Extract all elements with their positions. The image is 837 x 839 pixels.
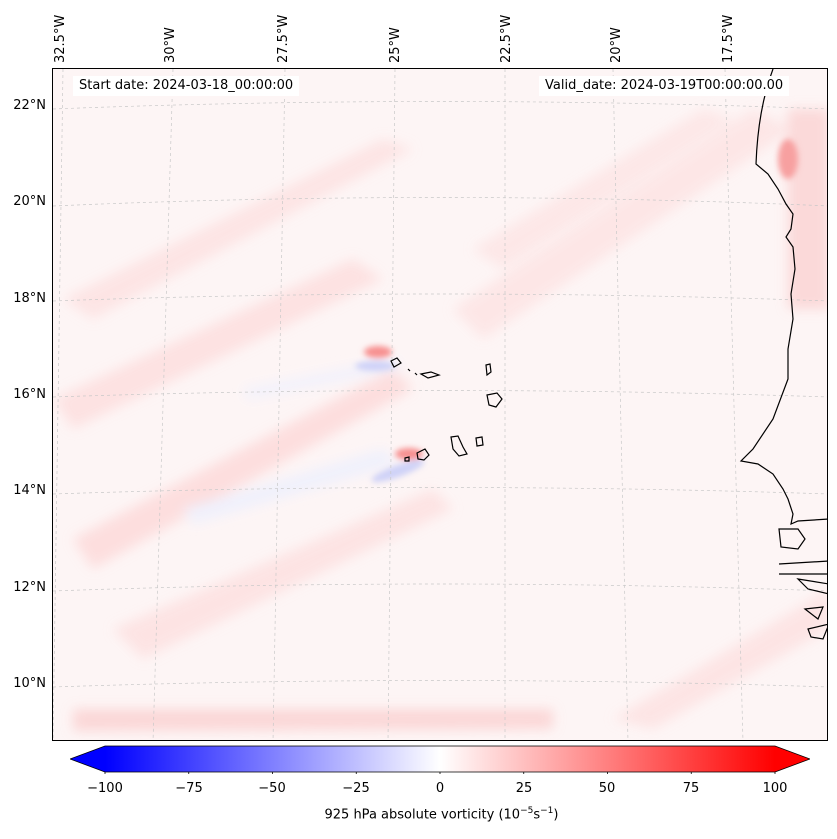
lon-label-32-5w: 32.5°W	[53, 14, 68, 63]
colorbar-high-extend	[775, 746, 810, 772]
lon-label-17-5w: 17.5°W	[721, 14, 736, 63]
colorbar-tick-label: −25	[342, 781, 370, 796]
lat-label-16n: 16°N	[13, 387, 46, 402]
island-santa-luzia	[414, 372, 418, 376]
colorbar-tick-label: 50	[598, 781, 616, 796]
island-boa-vista	[486, 392, 503, 408]
colorbar-title: 925 hPa absolute vorticity (10−5s−1)	[324, 806, 559, 823]
vorticity-shading	[53, 109, 827, 731]
lat-label-10n: 10°N	[13, 676, 46, 691]
vorticity-hotspots	[355, 139, 798, 483]
start-date-label: Start date: 2024-03-18_00:00:00	[73, 76, 300, 96]
island-sao-nicolau	[419, 371, 441, 379]
lat-label-18n: 18°N	[13, 291, 46, 306]
island-maio	[475, 436, 484, 447]
colorbar-low-extend	[70, 746, 105, 772]
island-fogo	[416, 448, 430, 461]
lon-label-30w: 30°W	[163, 27, 178, 63]
colorbar-tick-label: −50	[258, 781, 286, 796]
colorbar	[70, 745, 810, 774]
island-santiago	[450, 435, 468, 457]
map-panel[interactable]	[52, 68, 828, 741]
islands	[390, 357, 503, 462]
island-sal	[485, 363, 492, 377]
lat-label-20n: 20°N	[13, 194, 46, 209]
colorbar-tick-label: 75	[682, 781, 700, 796]
lon-label-27-5w: 27.5°W	[276, 14, 291, 63]
island-sao-vicente	[407, 368, 411, 372]
valid-date-label: Valid_date: 2024-03-19T00:00:00.00	[539, 76, 790, 96]
lat-label-12n: 12°N	[13, 580, 46, 595]
colorbar-tick-label: −75	[175, 781, 203, 796]
island-santo-antao	[390, 357, 402, 368]
lon-label-25w: 25°W	[388, 27, 403, 63]
african-coastline	[739, 69, 827, 526]
island-brava	[404, 456, 410, 462]
lat-label-14n: 14°N	[13, 483, 46, 498]
colorbar-tick-label: 25	[515, 781, 533, 796]
colorbar-tick-label: 0	[435, 781, 445, 796]
vorticity-field	[53, 69, 827, 740]
colorbar-body	[105, 746, 775, 772]
colorbar-tick-label: −100	[87, 781, 123, 796]
lon-label-22-5w: 22.5°W	[499, 14, 514, 63]
lat-label-22n: 22°N	[13, 98, 46, 113]
coastlines	[739, 69, 827, 640]
colorbar-tick-label: 100	[762, 781, 788, 796]
lon-label-20w: 20°W	[609, 27, 624, 63]
gridlines	[53, 69, 827, 740]
